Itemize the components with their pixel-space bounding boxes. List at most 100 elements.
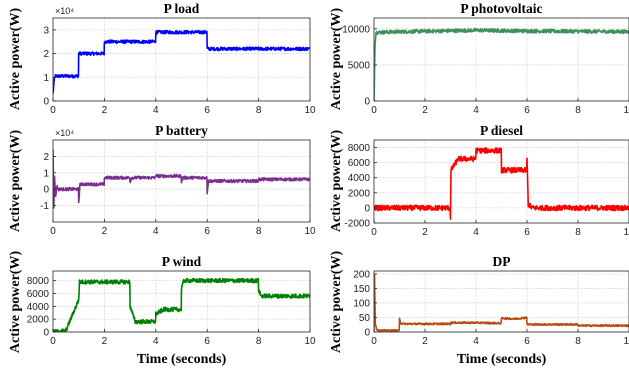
x-tick-label: 0	[50, 336, 56, 347]
axes-box	[52, 270, 311, 333]
axes-box	[373, 270, 629, 333]
series-line-3-0	[374, 147, 629, 220]
series-line-5-0	[374, 273, 629, 332]
plot-area	[53, 18, 310, 101]
x-tick-label: 2	[102, 105, 108, 116]
x-tick-label: 2	[102, 226, 108, 237]
y-tick-label: 150	[353, 284, 370, 295]
chart-title: P wind	[162, 254, 202, 269]
y-tick-label: 2000	[348, 188, 371, 199]
axes-box	[52, 139, 311, 223]
chart-panel-1: 0 2 4 6 8 10 0 5000 10000 P photovoltaic	[342, 1, 629, 116]
chart-title: P battery	[155, 123, 208, 138]
series-line-0-0	[53, 29, 310, 94]
y-axis-label: Active power(W)	[8, 251, 23, 354]
y-tick-label: 2000	[27, 315, 50, 326]
y-tick-label: 3	[43, 25, 49, 36]
x-tick-label: 10	[623, 227, 629, 238]
x-tick-label: 6	[204, 105, 210, 116]
x-tick-label: 10	[304, 226, 316, 237]
x-tick-label: 2	[422, 336, 428, 347]
x-tick-label: 10	[304, 105, 316, 116]
x-tick-label: 8	[256, 336, 262, 347]
x-tick-label: 0	[371, 227, 377, 238]
x-tick-label: 0	[50, 105, 56, 116]
x-tick-label: 8	[575, 336, 581, 347]
y-tick-label: 2	[43, 49, 49, 60]
series-line-4-0	[53, 277, 310, 332]
x-tick-label: 6	[524, 227, 530, 238]
x-axis-label: Time (seconds)	[457, 352, 547, 367]
x-tick-label: 2	[422, 105, 428, 116]
x-tick-label: 10	[623, 336, 629, 347]
y-tick-label: 4000	[27, 302, 50, 313]
chart-title: P load	[164, 1, 200, 16]
y-tick-label: 6000	[348, 158, 371, 169]
x-tick-label: 4	[473, 227, 479, 238]
y-tick-label: -2000	[344, 219, 370, 230]
chart-panel-5: 0246810050100150200DPTime (seconds)	[353, 254, 629, 367]
axes-box	[52, 17, 311, 102]
x-tick-label: 4	[473, 336, 479, 347]
x-tick-label: 2	[102, 336, 108, 347]
x-axis-label: Time (seconds)	[137, 352, 227, 367]
x-tick-label: 8	[256, 226, 262, 237]
y-tick-label: 2	[43, 152, 49, 163]
y-axis-label: Active power(W)	[329, 8, 344, 111]
y-tick-label: 0	[43, 328, 49, 339]
y-tick-label: 200	[353, 269, 370, 280]
y-axis-label: Active power(W)	[8, 130, 23, 233]
y-tick-label: 6000	[27, 289, 50, 300]
y-axis-label: Active power(W)	[8, 8, 23, 111]
y-tick-label: -1	[40, 201, 49, 212]
y-tick-label: 8000	[348, 143, 371, 154]
y-tick-label: 100	[353, 298, 370, 309]
x-tick-label: 8	[575, 227, 581, 238]
chart-title: DP	[493, 254, 511, 269]
series-line-2-0	[53, 149, 310, 209]
x-tick-label: 2	[422, 227, 428, 238]
axes-box	[373, 17, 629, 102]
y-tick-label: 1	[43, 168, 49, 179]
y-tick-label: 10000	[342, 24, 370, 35]
x-tick-label: 4	[153, 336, 159, 347]
y-multiplier-label: ×10⁴	[55, 6, 74, 16]
x-tick-label: 0	[50, 226, 56, 237]
x-tick-label: 0	[371, 105, 377, 116]
x-tick-label: 0	[371, 336, 377, 347]
y-tick-label: 1	[43, 73, 49, 84]
y-tick-label: 8000	[27, 276, 50, 287]
chart-title: P photovoltaic	[460, 1, 542, 16]
y-axis-label: Active power(W)	[329, 130, 344, 233]
y-tick-label: 0	[364, 328, 370, 339]
y-tick-label: 0	[364, 97, 370, 108]
x-tick-label: 6	[204, 226, 210, 237]
x-tick-label: 4	[153, 105, 159, 116]
y-tick-label: 50	[359, 313, 371, 324]
x-tick-label: 8	[575, 105, 581, 116]
x-tick-label: 8	[256, 105, 262, 116]
y-axis-label: Active power(W)	[329, 251, 344, 354]
x-tick-label: 6	[204, 336, 210, 347]
x-tick-label: 4	[153, 226, 159, 237]
x-tick-label: 10	[304, 336, 316, 347]
grid	[52, 140, 311, 222]
axes-box	[373, 139, 629, 224]
x-tick-label: 10	[623, 105, 629, 116]
y-tick-label: 0	[43, 97, 49, 108]
x-tick-label: 4	[473, 105, 479, 116]
x-tick-label: 6	[524, 105, 530, 116]
chart-panel-2: 0 2 4 6 8 10 -1 0 1 2 ×10⁴ P battery	[40, 123, 316, 237]
series-line-1-0	[374, 27, 629, 101]
y-tick-label: 0	[43, 185, 49, 196]
chart-title: P diesel	[480, 123, 523, 138]
x-tick-label: 6	[524, 336, 530, 347]
y-multiplier-label: ×10⁴	[55, 128, 74, 138]
chart-panel-0: 0 2 4 6 8 10 0 1 2 3 ×10⁴ P load	[43, 1, 316, 116]
y-tick-label: 5000	[348, 60, 371, 71]
y-tick-label: 0	[364, 203, 370, 214]
